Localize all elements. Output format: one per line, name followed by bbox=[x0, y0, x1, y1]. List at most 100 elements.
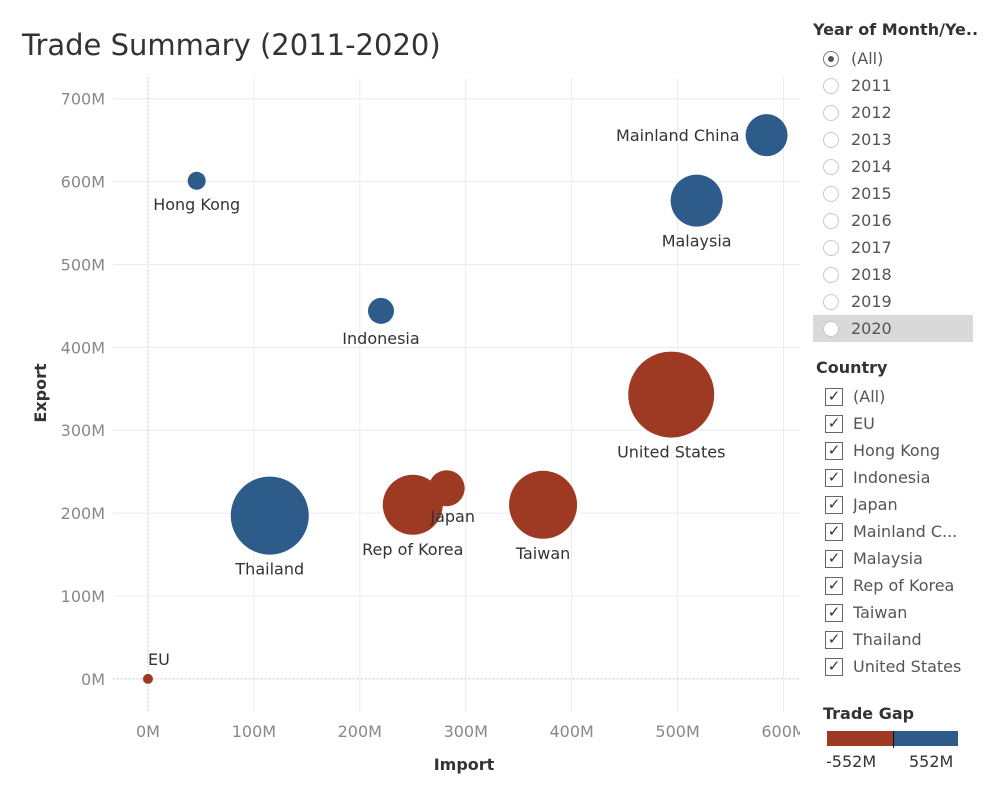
year-option-label: 2014 bbox=[851, 157, 892, 176]
year-option-2020[interactable]: 2020 bbox=[813, 315, 973, 342]
x-tick-label: 400M bbox=[549, 722, 593, 741]
year-option-2013[interactable]: 2013 bbox=[813, 126, 973, 153]
country-option-label: Hong Kong bbox=[853, 441, 940, 460]
year-option-2018[interactable]: 2018 bbox=[813, 261, 973, 288]
year-option-2019[interactable]: 2019 bbox=[813, 288, 973, 315]
radio-icon[interactable] bbox=[823, 131, 839, 148]
label-united-states: United States bbox=[617, 443, 725, 462]
trade-gap-positive-swatch bbox=[893, 731, 958, 746]
radio-icon[interactable] bbox=[823, 239, 839, 256]
x-axis-ticks: 0M 100M 200M 300M 400M 500M 600M bbox=[136, 722, 800, 741]
checkbox-icon[interactable]: ✓ bbox=[825, 549, 843, 568]
country-option-malaysia[interactable]: ✓ Malaysia bbox=[813, 545, 978, 572]
country-option-label: Japan bbox=[853, 495, 898, 514]
bubble-taiwan bbox=[509, 470, 578, 539]
radio-icon[interactable] bbox=[823, 212, 839, 229]
radio-icon[interactable] bbox=[823, 320, 839, 337]
year-option-2014[interactable]: 2014 bbox=[813, 153, 973, 180]
radio-icon[interactable] bbox=[823, 77, 839, 94]
checkbox-icon[interactable]: ✓ bbox=[825, 414, 843, 433]
label-japan: Japan bbox=[429, 507, 475, 526]
label-hong-kong: Hong Kong bbox=[153, 195, 240, 214]
country-option-hongkong[interactable]: ✓ Hong Kong bbox=[813, 437, 978, 464]
trade-gap-zero-tick bbox=[893, 731, 894, 748]
bubble-japan bbox=[428, 470, 465, 507]
year-option-2015[interactable]: 2015 bbox=[813, 180, 973, 207]
country-option-all[interactable]: ✓ (All) bbox=[813, 383, 978, 410]
radio-icon[interactable] bbox=[823, 158, 839, 175]
bubble-thailand bbox=[230, 476, 309, 555]
label-indonesia: Indonesia bbox=[342, 329, 419, 348]
bubble-malaysia bbox=[670, 174, 723, 227]
country-filter-title: Country bbox=[816, 358, 888, 377]
bubble-indonesia bbox=[367, 297, 394, 324]
checkbox-icon[interactable]: ✓ bbox=[825, 387, 843, 406]
year-filter: (All) 2011 2012 2013 2014 2015 2016 2017 2018 201… bbox=[813, 45, 973, 342]
y-tick-label: 0M bbox=[81, 670, 105, 689]
y-tick-label: 300M bbox=[61, 421, 105, 440]
checkbox-icon[interactable]: ✓ bbox=[825, 603, 843, 622]
y-tick-label: 700M bbox=[61, 90, 105, 109]
year-filter-title: Year of Month/Ye.. bbox=[813, 20, 978, 39]
label-mainland-china: Mainland China bbox=[616, 126, 740, 145]
year-option-2011[interactable]: 2011 bbox=[813, 72, 973, 99]
year-option-label: (All) bbox=[851, 49, 884, 68]
label-eu: EU bbox=[148, 650, 170, 669]
country-option-unitedstates[interactable]: ✓ United States bbox=[813, 653, 978, 680]
year-option-label: 2011 bbox=[851, 76, 892, 95]
bubble-united-states bbox=[628, 351, 715, 438]
country-option-label: Malaysia bbox=[853, 549, 923, 568]
x-tick-label: 100M bbox=[232, 722, 276, 741]
point-labels: EU Hong Kong Indonesia Japan Mainland China M… bbox=[148, 126, 740, 669]
country-option-thailand[interactable]: ✓ Thailand bbox=[813, 626, 978, 653]
checkbox-icon[interactable]: ✓ bbox=[825, 576, 843, 595]
label-malaysia: Malaysia bbox=[662, 232, 732, 251]
trade-gap-max-label: 552M bbox=[909, 752, 954, 771]
country-option-label: (All) bbox=[853, 387, 886, 406]
country-option-mainlandc[interactable]: ✓ Mainland C... bbox=[813, 518, 978, 545]
label-thailand: Thailand bbox=[234, 560, 304, 579]
year-option-2012[interactable]: 2012 bbox=[813, 99, 973, 126]
radio-icon[interactable] bbox=[823, 293, 839, 310]
radio-icon[interactable] bbox=[823, 50, 839, 67]
year-option-label: 2019 bbox=[851, 292, 892, 311]
country-option-indonesia[interactable]: ✓ Indonesia bbox=[813, 464, 978, 491]
checkbox-icon[interactable]: ✓ bbox=[825, 630, 843, 649]
checkbox-icon[interactable]: ✓ bbox=[825, 657, 843, 676]
year-option-label: 2013 bbox=[851, 130, 892, 149]
bubbles bbox=[142, 114, 788, 684]
bubble-mainland-china bbox=[745, 114, 788, 157]
trade-gap-color-ramp bbox=[827, 731, 958, 746]
checkbox-icon[interactable]: ✓ bbox=[825, 468, 843, 487]
country-option-label: United States bbox=[853, 657, 962, 676]
y-tick-label: 400M bbox=[61, 338, 105, 357]
year-option-label: 2018 bbox=[851, 265, 892, 284]
country-option-label: Taiwan bbox=[853, 603, 908, 622]
country-filter: ✓ (All) ✓ EU ✓ Hong Kong ✓ Indonesia ✓ Japan ✓ Main… bbox=[813, 383, 978, 680]
y-tick-label: 600M bbox=[61, 173, 105, 192]
country-option-japan[interactable]: ✓ Japan bbox=[813, 491, 978, 518]
label-taiwan: Taiwan bbox=[515, 544, 570, 563]
year-option-2017[interactable]: 2017 bbox=[813, 234, 973, 261]
radio-icon[interactable] bbox=[823, 104, 839, 121]
country-option-label: Mainland C... bbox=[853, 522, 958, 541]
year-option-2016[interactable]: 2016 bbox=[813, 207, 973, 234]
trade-gap-min-label: -552M bbox=[826, 752, 877, 771]
country-option-label: EU bbox=[853, 414, 875, 433]
country-option-label: Thailand bbox=[853, 630, 922, 649]
x-tick-label: 300M bbox=[444, 722, 488, 741]
x-tick-label: 600M bbox=[761, 722, 800, 741]
checkbox-icon[interactable]: ✓ bbox=[825, 495, 843, 514]
y-tick-label: 500M bbox=[61, 255, 105, 274]
country-option-repofkorea[interactable]: ✓ Rep of Korea bbox=[813, 572, 978, 599]
year-option-all[interactable]: (All) bbox=[813, 45, 973, 72]
checkbox-icon[interactable]: ✓ bbox=[825, 441, 843, 460]
year-option-label: 2012 bbox=[851, 103, 892, 122]
radio-icon[interactable] bbox=[823, 266, 839, 283]
checkbox-icon[interactable]: ✓ bbox=[825, 522, 843, 541]
country-option-taiwan[interactable]: ✓ Taiwan bbox=[813, 599, 978, 626]
bubble-eu bbox=[142, 673, 153, 684]
bubble-rep-of-korea bbox=[382, 474, 443, 535]
country-option-eu[interactable]: ✓ EU bbox=[813, 410, 978, 437]
radio-icon[interactable] bbox=[823, 185, 839, 202]
